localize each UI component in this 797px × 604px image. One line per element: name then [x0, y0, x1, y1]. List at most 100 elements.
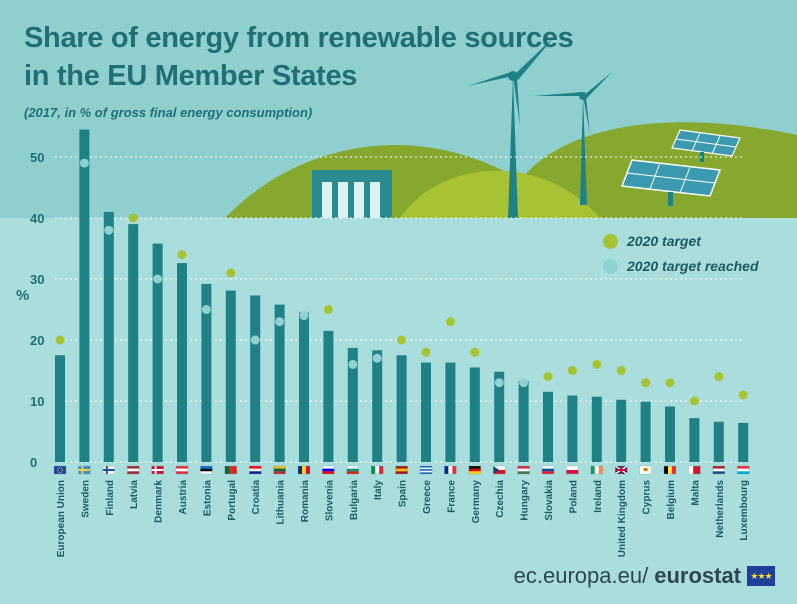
- flag-icon: [566, 465, 579, 475]
- x-tick-label: Croatia: [251, 480, 262, 515]
- y-tick-label: 0: [30, 455, 37, 470]
- bar-estonia: [201, 283, 212, 462]
- bar-latvia: [128, 224, 139, 462]
- bar-austria: [177, 263, 187, 462]
- flag-icon: [53, 465, 67, 475]
- flag-icon: [78, 465, 91, 475]
- flag-icon: [614, 465, 628, 475]
- target-marker: [323, 305, 333, 314]
- target-reached-marker: [79, 158, 89, 168]
- target-reached-marker: [153, 274, 163, 284]
- landscape-illustration: [0, 0, 797, 218]
- x-tick-label: Sweden: [80, 480, 91, 518]
- bar-netherlands: [713, 421, 724, 462]
- x-tick-labels: European Union Sweden Finland Latvia Denmark…: [56, 480, 750, 558]
- flag-icon: [493, 465, 506, 475]
- target-marker: [421, 347, 431, 357]
- target-marker: [665, 378, 675, 388]
- y-axis-label: %: [16, 287, 30, 304]
- bar-poland: [567, 395, 578, 462]
- bar-croatia: [250, 295, 261, 462]
- target-marker: [641, 378, 651, 388]
- bar-france: [445, 362, 456, 462]
- footer-site[interactable]: ec.europa.eu/: [513, 563, 649, 588]
- flag-icon: [102, 465, 116, 475]
- flag-icon: [639, 465, 652, 475]
- target-reached-marker: [104, 225, 114, 235]
- flag-icon: [200, 465, 213, 475]
- target-marker: [543, 372, 553, 382]
- target-marker: [470, 347, 480, 357]
- bar-italy: [372, 350, 383, 462]
- target-marker: [226, 268, 236, 278]
- x-tick-label: Malta: [690, 480, 701, 506]
- flag-icon: [322, 465, 335, 475]
- x-tick-label: Denmark: [154, 480, 165, 523]
- target-marker: [689, 396, 699, 406]
- x-tick-label: United Kingdom: [617, 480, 628, 557]
- flag-icon: [541, 465, 555, 475]
- footer-brand[interactable]: eurostat: [654, 563, 741, 588]
- bar-belgium: [665, 406, 675, 462]
- flag-icon: [151, 465, 164, 475]
- flag-icon: [273, 465, 286, 475]
- bar-united-kingdom: [616, 399, 627, 462]
- x-tick-label: Bulgaria: [349, 480, 360, 520]
- x-tick-label: Germany: [471, 480, 482, 524]
- bars: [55, 129, 749, 463]
- grid-lines: [55, 156, 745, 463]
- reached-dot-icon: [603, 258, 618, 274]
- x-tick-label: Slovenia: [324, 480, 335, 522]
- country-flags: [53, 465, 750, 475]
- flag-icon: [737, 465, 750, 475]
- flag-icon: [126, 465, 140, 475]
- chart-title-line1: Share of energy from renewable sources: [24, 22, 574, 54]
- bar-ireland: [591, 396, 602, 462]
- flag-icon: [371, 465, 384, 475]
- target-marker: [592, 359, 602, 369]
- target-markers: [55, 158, 748, 406]
- bar-czechia: [494, 371, 505, 462]
- x-tick-label: Romania: [300, 480, 311, 523]
- target-marker: [55, 335, 65, 345]
- eu-flag-icon: ★★★: [747, 566, 775, 586]
- x-tick-label: Lithuania: [276, 480, 287, 525]
- x-tick-label: Portugal: [227, 480, 238, 521]
- y-tick-label: 40: [30, 211, 44, 226]
- x-tick-label: Spain: [398, 480, 409, 507]
- flag-icon: [395, 465, 408, 475]
- solar-panel-icon: [620, 159, 722, 206]
- target-marker: [714, 372, 724, 382]
- x-tick-label: Austria: [178, 480, 189, 515]
- x-tick-label: Estonia: [202, 480, 213, 517]
- flag-icon: [688, 465, 701, 475]
- bar-slovenia: [323, 330, 334, 462]
- x-tick-label: Luxembourg: [739, 480, 750, 541]
- x-tick-label: Italy: [373, 480, 384, 500]
- flag-icon: [663, 465, 677, 475]
- legend-label-reached: 2020 target reached: [627, 258, 759, 274]
- x-tick-label: Czechia: [495, 480, 506, 518]
- target-reached-marker: [348, 359, 358, 369]
- target-reached-marker: [201, 305, 211, 314]
- target-reached-marker: [275, 317, 285, 327]
- bar-lithuania: [274, 304, 285, 462]
- bar-sweden: [79, 129, 90, 463]
- bar-greece: [421, 362, 431, 462]
- flag-icon: [175, 465, 189, 475]
- flag-icon: [419, 465, 433, 475]
- y-tick-label: 10: [30, 394, 44, 409]
- bar-finland: [103, 211, 114, 462]
- bar-spain: [396, 355, 407, 462]
- y-tick-labels: 0 10 20 30 40 50: [30, 150, 44, 470]
- flag-icon: [712, 465, 725, 475]
- legend-item-target: 2020 target: [603, 233, 701, 249]
- source-footer[interactable]: ec.europa.eu/eurostat ★★★: [514, 563, 775, 589]
- x-tick-label: Ireland: [593, 480, 604, 513]
- bar-portugal: [225, 290, 236, 462]
- target-marker: [738, 390, 748, 400]
- bar-germany: [469, 367, 480, 462]
- x-tick-label: Greece: [422, 480, 433, 514]
- target-reached-marker: [372, 353, 382, 363]
